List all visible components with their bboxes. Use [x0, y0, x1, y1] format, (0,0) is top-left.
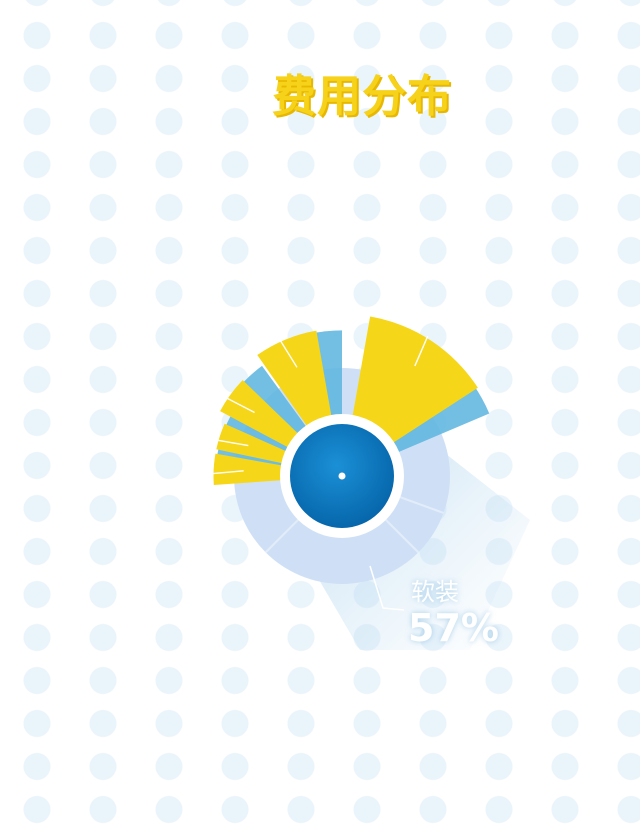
ray-line [279, 339, 298, 368]
ray-line [414, 335, 429, 367]
callout-leader-line [369, 565, 405, 611]
ray-line [225, 397, 255, 414]
ray-line [216, 439, 249, 447]
callout-value: 57% [408, 606, 499, 650]
page-title: 费用分布 [272, 71, 452, 122]
ray-line [211, 470, 244, 475]
center-dot [338, 472, 346, 480]
callout-label: 软装 [411, 578, 459, 606]
